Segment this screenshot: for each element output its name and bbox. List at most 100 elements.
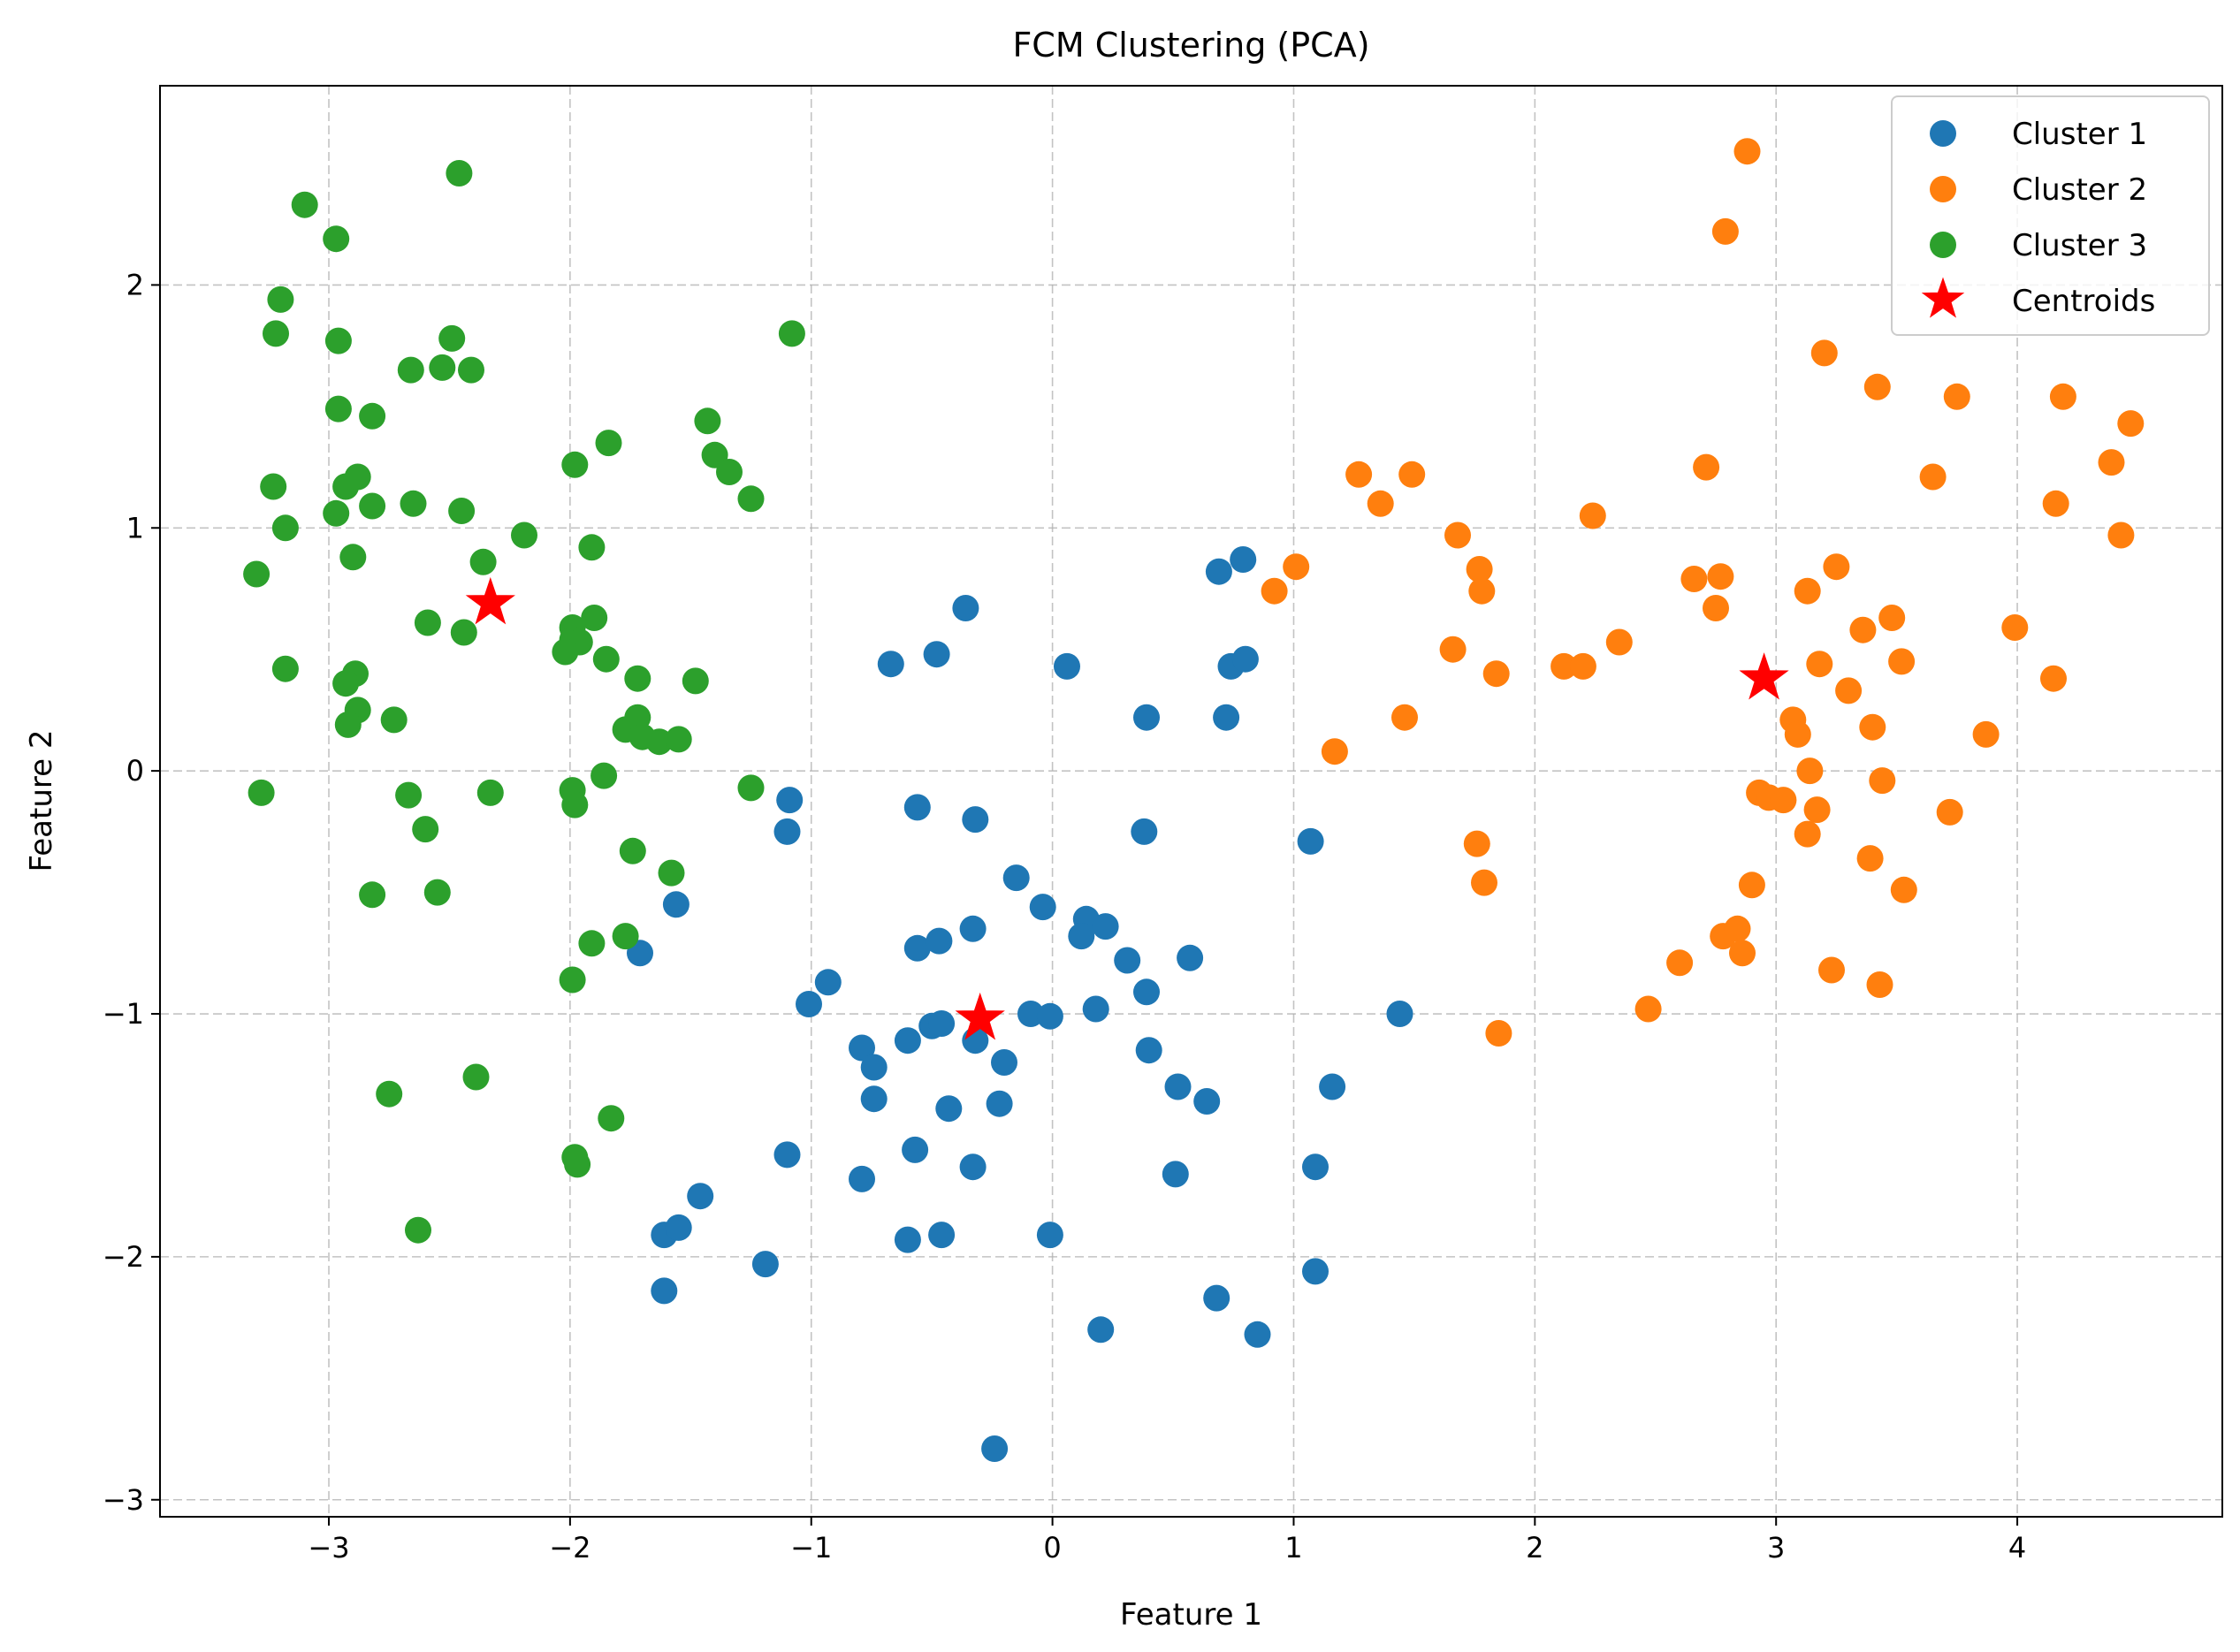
data-point <box>1297 827 1324 855</box>
data-point <box>1114 947 1141 974</box>
data-point <box>595 430 622 457</box>
legend-label-cluster-1: Cluster 1 <box>2012 117 2147 152</box>
data-point <box>2042 490 2069 517</box>
data-point <box>1738 872 1765 899</box>
data-point <box>1711 217 1739 245</box>
data-point <box>359 402 386 430</box>
data-point <box>1302 1258 1329 1285</box>
data-point <box>462 1063 490 1091</box>
data-point <box>1386 1001 1413 1027</box>
data-point <box>1230 546 1257 573</box>
data-point <box>902 1136 929 1163</box>
legend: Cluster 1 Cluster 2 Cluster 3 Centroids <box>1891 95 2210 336</box>
data-point <box>1231 645 1259 673</box>
data-point <box>1068 923 1095 950</box>
legend-label-cluster-2: Cluster 2 <box>2012 172 2147 208</box>
data-point <box>1485 1020 1512 1047</box>
data-point <box>1680 566 1708 592</box>
data-point <box>687 1183 714 1210</box>
data-point <box>1794 820 1821 848</box>
y-tick-label: 1 <box>126 511 144 544</box>
data-point <box>1770 787 1797 814</box>
y-tick-label: −3 <box>103 1483 144 1517</box>
data-point <box>271 655 299 682</box>
data-point <box>1693 453 1720 481</box>
data-point <box>1444 521 1471 549</box>
data-point <box>849 1165 875 1192</box>
data-point <box>894 1226 921 1253</box>
data-point <box>1439 636 1467 663</box>
axes-frame <box>159 85 2223 1518</box>
data-point <box>776 787 804 814</box>
data-point <box>1888 648 1916 675</box>
data-point <box>981 1435 1009 1462</box>
data-point <box>903 794 931 821</box>
data-point <box>405 1216 431 1244</box>
data-point <box>1703 595 1729 621</box>
data-point <box>1054 652 1080 680</box>
data-point <box>438 324 466 352</box>
data-point <box>1162 1161 1189 1188</box>
data-point <box>1036 1002 1063 1030</box>
data-point <box>1849 616 1877 643</box>
y-tick-label: 2 <box>126 268 144 301</box>
data-point <box>1919 463 1947 491</box>
data-point <box>446 160 473 187</box>
series-centroids <box>465 576 1789 1040</box>
data-point <box>952 595 979 621</box>
data-point <box>1972 720 2000 748</box>
data-points <box>243 138 2145 1462</box>
plot-area <box>160 86 2222 1517</box>
data-point <box>1666 949 1694 977</box>
data-point <box>716 459 743 485</box>
data-point <box>1878 605 1906 631</box>
data-point <box>1213 704 1240 731</box>
data-point <box>1482 660 1510 688</box>
data-point <box>1261 577 1288 605</box>
data-point <box>624 665 651 692</box>
x-tick-label: −3 <box>308 1531 349 1564</box>
data-point <box>1835 677 1863 704</box>
data-point <box>1193 1088 1221 1115</box>
chart-title: FCM Clustering (PCA) <box>1012 26 1369 65</box>
data-point <box>2117 410 2145 438</box>
data-point <box>1319 1073 1346 1100</box>
x-tick-label: 2 <box>1526 1531 1543 1564</box>
y-tick-label: −2 <box>103 1240 144 1274</box>
data-point <box>1082 995 1109 1023</box>
data-point <box>1205 558 1232 585</box>
series-cluster-3 <box>243 160 805 1244</box>
data-point <box>1131 818 1158 845</box>
data-point <box>928 1222 956 1249</box>
x-tick-label: 3 <box>1767 1531 1785 1564</box>
data-point <box>1806 651 1833 678</box>
data-point <box>414 609 441 636</box>
data-point <box>1367 490 1394 517</box>
data-point <box>935 1095 963 1123</box>
data-point <box>1463 830 1490 857</box>
data-point <box>1943 383 1970 410</box>
data-point <box>458 356 484 384</box>
x-tick-label: 0 <box>1043 1531 1061 1564</box>
y-tick-label: −1 <box>103 997 144 1031</box>
data-point <box>1936 798 1963 826</box>
data-point <box>511 521 537 549</box>
data-point <box>592 645 620 673</box>
data-point <box>814 969 842 996</box>
data-point <box>400 490 427 517</box>
series-cluster-2 <box>1261 138 2145 1047</box>
centroid-star <box>1739 652 1789 700</box>
legend-marker-cluster-1 <box>1930 120 1956 147</box>
x-tick-label: 4 <box>2008 1531 2026 1564</box>
data-point <box>619 837 646 864</box>
data-point <box>903 934 931 962</box>
data-point <box>552 638 579 666</box>
data-point <box>1466 556 1493 582</box>
data-point <box>959 1153 987 1181</box>
data-point <box>291 191 318 218</box>
data-point <box>778 320 805 347</box>
data-point <box>263 320 289 347</box>
data-point <box>991 1049 1017 1076</box>
data-point <box>1087 1316 1115 1344</box>
